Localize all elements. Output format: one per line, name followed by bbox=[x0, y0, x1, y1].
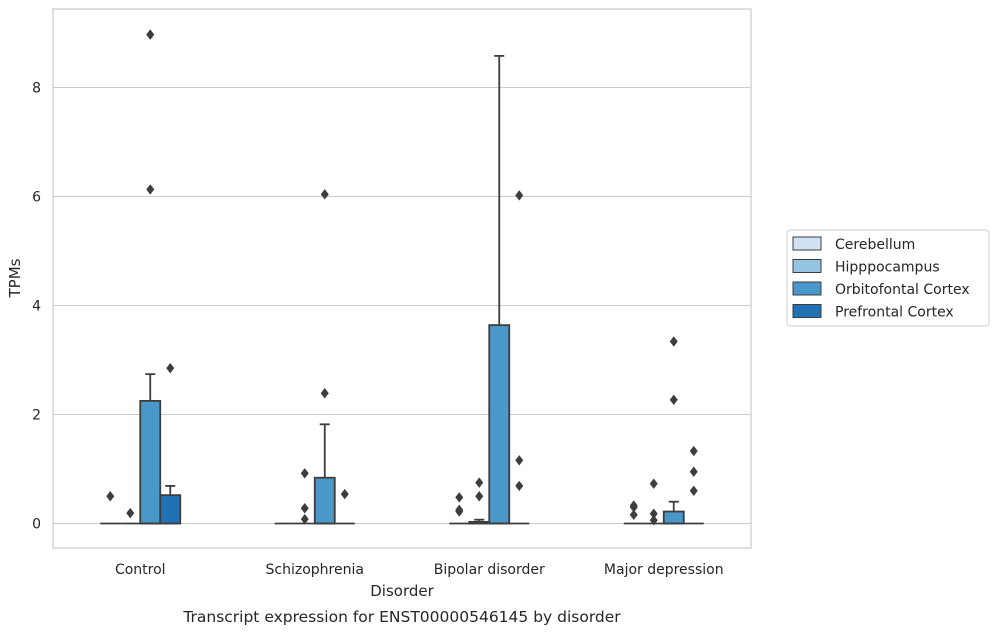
outlier-point bbox=[649, 508, 658, 519]
box-2-0 bbox=[449, 492, 470, 525]
outlier-point bbox=[515, 190, 524, 201]
legend-swatch bbox=[792, 281, 822, 296]
y-tick-label: 4 bbox=[32, 299, 41, 315]
outlier-point bbox=[106, 491, 115, 502]
outlier-point bbox=[649, 478, 658, 489]
y-tick-label: 8 bbox=[32, 81, 41, 97]
legend-swatch bbox=[792, 236, 822, 251]
box-1-2 bbox=[313, 189, 336, 525]
outlier-point bbox=[629, 509, 638, 520]
box-3-1 bbox=[643, 478, 664, 526]
box-2-1 bbox=[468, 477, 491, 525]
box-3-3 bbox=[683, 445, 704, 525]
outlier-point bbox=[689, 445, 698, 457]
outlier-point bbox=[320, 388, 329, 399]
box-0-3 bbox=[159, 362, 182, 525]
chart-caption: Transcript expression for ENST0000054614… bbox=[182, 608, 621, 626]
legend: Cerebellum Hipppocampus Orbitofontal Corte… bbox=[786, 229, 990, 327]
outlier-point bbox=[455, 492, 464, 503]
outlier-point bbox=[320, 189, 329, 200]
x-tick-labels: Control Schizophrenia Bipolar disorder Majo… bbox=[115, 562, 724, 578]
x-tick-label: Schizophrenia bbox=[266, 562, 364, 578]
legend-label: Prefrontal Cortex bbox=[835, 305, 954, 321]
outlier-point bbox=[515, 480, 524, 492]
box-2-3 bbox=[509, 190, 530, 525]
box-3-2 bbox=[662, 336, 685, 525]
box-body bbox=[159, 494, 182, 525]
outlier-point bbox=[146, 29, 155, 40]
outlier-point bbox=[515, 455, 524, 466]
outlier-point bbox=[146, 184, 155, 195]
box-body bbox=[488, 324, 511, 525]
outlier-point bbox=[669, 336, 678, 347]
y-axis-label: TPMs bbox=[6, 258, 24, 298]
box-2-2 bbox=[488, 54, 511, 525]
y-tick-label: 0 bbox=[32, 517, 41, 533]
box-0-2 bbox=[139, 29, 162, 525]
plot-frame bbox=[52, 8, 752, 549]
outlier-point bbox=[300, 513, 309, 525]
outlier-point bbox=[689, 485, 698, 496]
box-1-3 bbox=[334, 488, 355, 525]
box-body bbox=[139, 399, 162, 525]
outlier-point bbox=[689, 466, 698, 477]
outlier-point bbox=[300, 503, 309, 514]
y-tick-labels: 0 2 4 6 8 bbox=[32, 81, 41, 533]
box-body bbox=[662, 510, 685, 525]
x-tick-label: Control bbox=[115, 562, 166, 578]
box-1-1 bbox=[294, 468, 315, 525]
y-tick-label: 6 bbox=[32, 190, 41, 206]
box-plots bbox=[100, 29, 704, 526]
x-tick-label: Major depression bbox=[604, 562, 724, 578]
legend-swatch bbox=[792, 304, 822, 318]
outlier-point bbox=[629, 500, 638, 511]
outlier-point bbox=[126, 507, 135, 519]
outlier-point bbox=[475, 491, 484, 502]
outlier-point bbox=[166, 362, 175, 374]
box-0-1 bbox=[120, 507, 141, 525]
outlier-point bbox=[455, 504, 464, 516]
outlier-point bbox=[340, 488, 349, 500]
outlier-point bbox=[475, 477, 484, 488]
x-axis-label: Disorder bbox=[370, 582, 434, 600]
y-tick-label: 2 bbox=[32, 408, 41, 424]
outlier-point bbox=[300, 468, 309, 479]
box-0-0 bbox=[100, 491, 121, 525]
x-tick-label: Bipolar disorder bbox=[434, 562, 545, 578]
legend-label: Orbitofontal Cortex bbox=[835, 282, 970, 298]
box-3-0 bbox=[623, 500, 644, 525]
legend-frame bbox=[786, 229, 990, 327]
outlier-point bbox=[669, 394, 678, 405]
outlier-point bbox=[649, 515, 658, 526]
legend-label: Cerebellum bbox=[835, 237, 915, 253]
legend-label: Hipppocampus bbox=[835, 260, 940, 276]
box-body bbox=[313, 476, 336, 525]
legend-swatch bbox=[792, 259, 822, 273]
